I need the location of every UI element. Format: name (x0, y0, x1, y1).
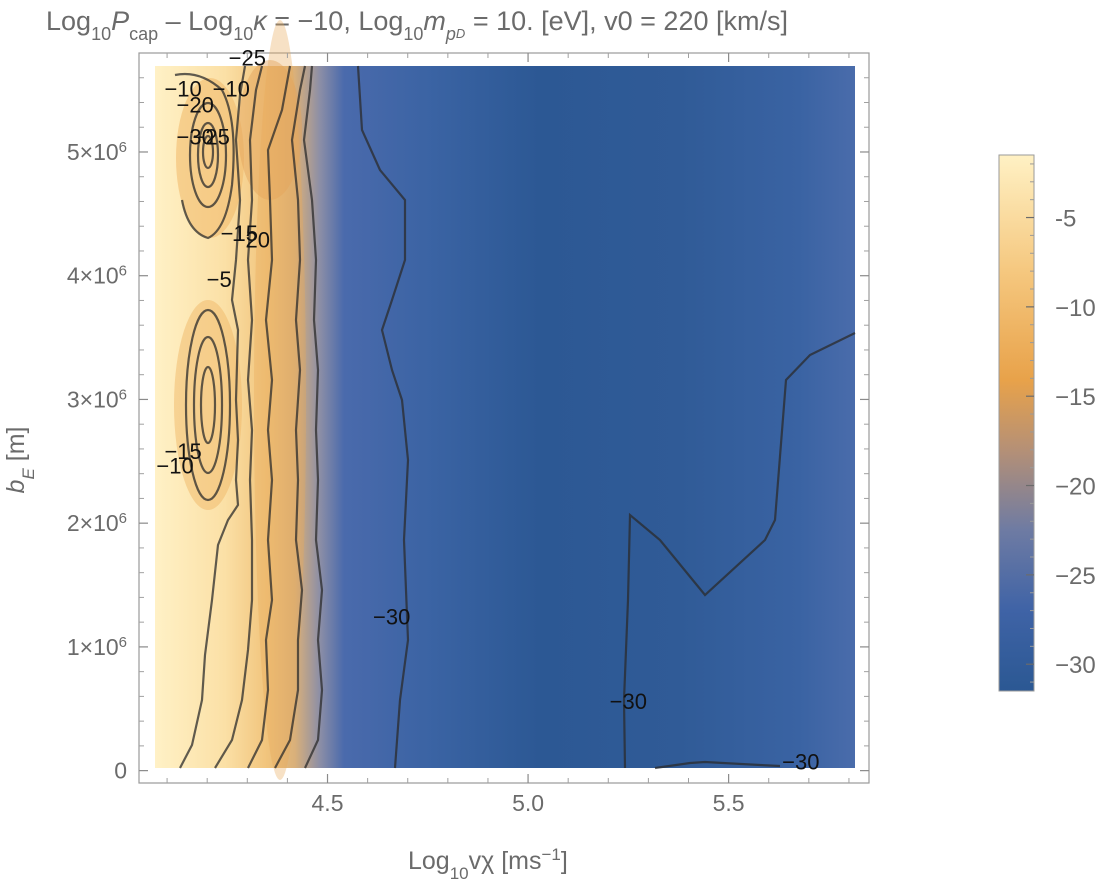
contour-label-11: −30 (373, 605, 410, 630)
colorbar-tick-label-0: -5 (1055, 206, 1076, 233)
contour-left-4 (274, 65, 307, 769)
y-tick-label-2: 2×106 (67, 510, 127, 537)
contour-label-12: −30 (610, 689, 647, 714)
contour-loop-lower-1 (184, 308, 232, 502)
contour-label-0: −25 (229, 45, 266, 70)
contour-label-4: −30 (176, 125, 213, 150)
y-axis-label: bE [m] (2, 427, 38, 494)
contour-label-2: −20 (176, 92, 213, 117)
contour-upper-outer (174, 72, 235, 240)
colorbar-ticks: -5 −10 −15 −20 −25 −30 (1026, 163, 1096, 683)
colorbar-tick-label-3: −20 (1055, 474, 1096, 501)
x-tick-label-1: 5.0 (512, 790, 544, 816)
contour-label-9: −15 (164, 439, 201, 464)
contour-label-5: −25 (193, 125, 230, 150)
contour-loop-lower-2 (192, 335, 224, 475)
contour-loop-lower-3 (199, 365, 217, 445)
y-tick-labels: 0 1×106 2×106 3×106 4×106 5×106 (67, 138, 127, 783)
colorbar-tick-label-1: −10 (1055, 295, 1096, 322)
contour-lines (174, 65, 856, 770)
colorbar-tick-label-5: −30 (1055, 652, 1096, 679)
contour-left-5 (302, 65, 324, 769)
contour-label-7: −20 (233, 227, 270, 252)
contour-neg30-c (654, 760, 781, 770)
colorbar (998, 154, 1035, 692)
contour-label-1: −10 (164, 76, 201, 101)
contour-label-10: −10 (156, 454, 193, 479)
contour-neg30-b (622, 332, 856, 769)
x-tick-labels: 4.5 5.0 5.5 (312, 790, 745, 816)
x-axis-label: Log10vχ [ms−1] (408, 845, 568, 883)
contour-left-3 (247, 65, 292, 769)
colorbar-tick-label-2: −15 (1055, 384, 1096, 411)
contour-neg30-a (356, 65, 410, 769)
y-tick-label-1: 1×106 (67, 633, 127, 660)
x-tick-label-0: 4.5 (312, 790, 344, 816)
contour-label-13: −30 (782, 749, 819, 774)
heatmap-field (155, 66, 855, 768)
y-tick-label-0: 0 (114, 758, 127, 784)
contour-loop-upper-2 (196, 121, 220, 189)
colorbar-tick-label-4: −25 (1055, 563, 1096, 590)
contour-left-2 (214, 65, 264, 769)
contour-left-1 (179, 65, 247, 769)
contour-loop-upper-1 (188, 101, 228, 209)
chart-title: Log10Pcap – Log10κ = −10, Log10mpD = 10.… (46, 6, 788, 44)
hotspot-blobs (174, 20, 306, 780)
contour-label-8: −5 (207, 267, 232, 292)
y-tick-label-4: 4×106 (67, 262, 127, 289)
contour-label-3: −10 (213, 76, 250, 101)
contour-label-6: −15 (221, 221, 258, 246)
y-tick-label-5: 5×106 (67, 138, 127, 165)
contour-loop-upper-3 (201, 134, 215, 170)
axis-ticks (139, 53, 869, 783)
contour-labels: −25−10−20−10−30−25−15−20−5−15−10−30−30−3… (156, 45, 819, 774)
y-tick-label-3: 3×106 (67, 386, 127, 413)
x-tick-label-2: 5.5 (713, 790, 745, 816)
